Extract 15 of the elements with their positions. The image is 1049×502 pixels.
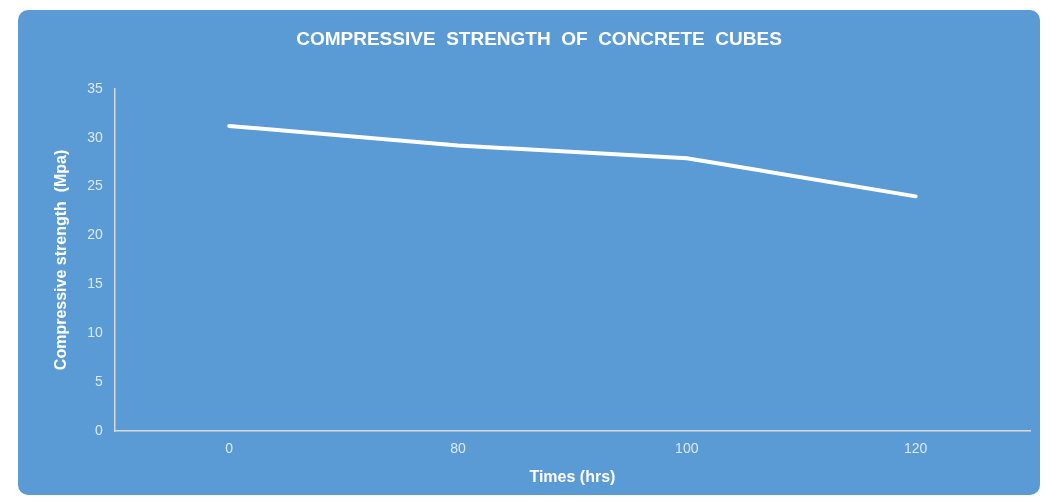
x-tick-label: 100	[675, 440, 699, 457]
y-tick-label: 10	[87, 324, 103, 341]
chart-title: COMPRESSIVE STRENGTH OF CONCRETE CUBES	[296, 27, 782, 49]
y-tick-label: 5	[94, 372, 103, 389]
x-tick-label: 120	[903, 440, 928, 457]
y-tick-label: 0	[94, 421, 103, 438]
y-axis-title: Compressive strength (Mpa)	[52, 149, 70, 371]
y-tick-label: 30	[87, 128, 103, 145]
x-tick-label: 80	[450, 440, 466, 457]
y-tick-label: 15	[87, 275, 103, 292]
y-tick-label: 25	[87, 177, 103, 194]
y-tick-label: 35	[87, 79, 103, 96]
x-axis-title: Times (hrs)	[529, 467, 616, 485]
x-tick-label: 0	[225, 440, 234, 457]
y-tick-label: 20	[87, 226, 103, 243]
